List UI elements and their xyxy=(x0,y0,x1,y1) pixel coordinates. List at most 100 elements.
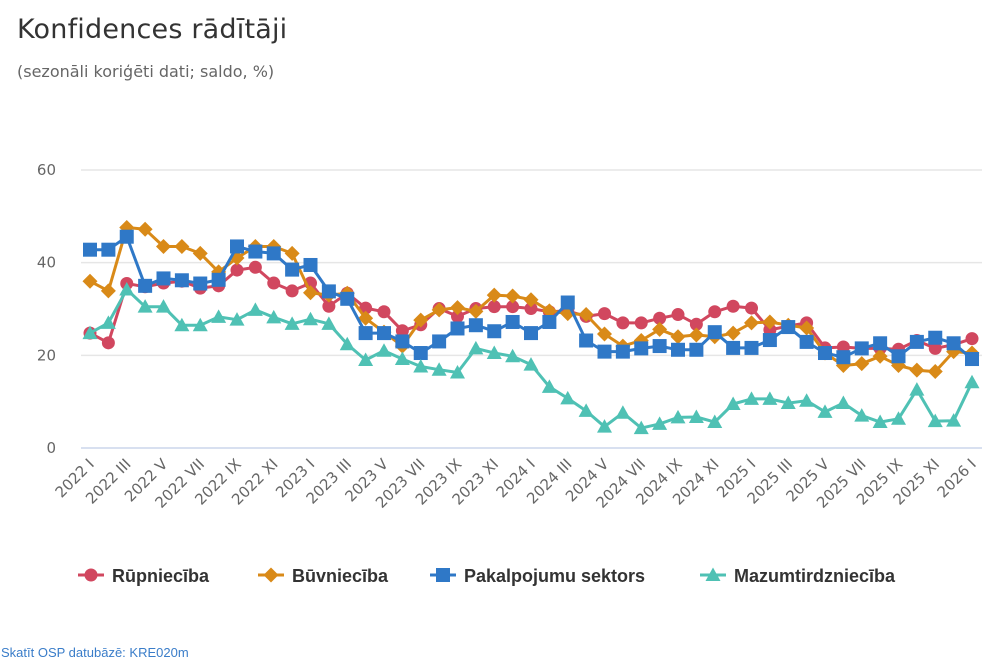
data-point[interactable] xyxy=(138,278,153,293)
data-point[interactable] xyxy=(799,393,815,407)
data-point[interactable] xyxy=(174,238,190,254)
data-point[interactable] xyxy=(817,404,833,418)
data-point[interactable] xyxy=(119,282,135,296)
data-point[interactable] xyxy=(762,314,778,330)
data-point[interactable] xyxy=(395,334,410,349)
data-point[interactable] xyxy=(633,420,649,435)
data-point[interactable] xyxy=(229,312,245,326)
data-point[interactable] xyxy=(524,302,538,316)
data-point[interactable] xyxy=(818,346,832,361)
data-point[interactable] xyxy=(285,284,299,298)
data-point[interactable] xyxy=(597,419,612,433)
data-point[interactable] xyxy=(451,309,464,323)
data-point[interactable] xyxy=(560,390,576,405)
data-point[interactable] xyxy=(762,333,777,348)
data-point[interactable] xyxy=(965,352,979,367)
data-point[interactable] xyxy=(541,379,557,393)
data-point[interactable] xyxy=(413,312,429,328)
data-point[interactable] xyxy=(726,340,741,355)
data-point[interactable] xyxy=(707,325,722,340)
data-point[interactable] xyxy=(670,409,686,424)
data-point[interactable] xyxy=(303,257,318,272)
data-point[interactable] xyxy=(523,292,539,308)
data-point[interactable] xyxy=(946,413,962,427)
data-point[interactable] xyxy=(523,357,539,371)
data-point[interactable] xyxy=(872,414,888,429)
data-point[interactable] xyxy=(247,302,263,316)
data-point[interactable] xyxy=(689,342,704,357)
data-point[interactable] xyxy=(211,309,227,323)
data-point[interactable] xyxy=(303,311,318,326)
data-point[interactable] xyxy=(909,362,925,378)
data-point[interactable] xyxy=(101,242,116,257)
data-point[interactable] xyxy=(854,341,869,356)
data-point[interactable] xyxy=(358,326,373,341)
data-point[interactable] xyxy=(505,314,520,329)
data-point[interactable] xyxy=(487,300,501,314)
data-point[interactable] xyxy=(340,291,355,306)
data-point[interactable] xyxy=(267,276,281,290)
data-point[interactable] xyxy=(377,305,391,319)
data-point[interactable] xyxy=(964,374,980,389)
data-point[interactable] xyxy=(266,309,282,324)
data-point[interactable] xyxy=(359,301,373,315)
data-point[interactable] xyxy=(506,300,520,314)
data-point[interactable] xyxy=(652,339,667,354)
data-point[interactable] xyxy=(450,364,465,379)
data-point[interactable] xyxy=(854,356,870,372)
database-link[interactable]: Skatīt OSP datubāzē: KRE020m xyxy=(1,645,189,660)
data-point[interactable] xyxy=(541,303,557,319)
data-point[interactable] xyxy=(505,348,521,363)
data-point[interactable] xyxy=(266,246,281,261)
data-point[interactable] xyxy=(615,344,630,359)
data-point[interactable] xyxy=(726,299,740,313)
data-point[interactable] xyxy=(432,334,447,349)
data-point[interactable] xyxy=(101,336,115,350)
legend-item[interactable]: Mazumtirdzniecība xyxy=(700,566,896,586)
data-point[interactable] xyxy=(192,317,208,332)
data-point[interactable] xyxy=(413,358,429,373)
data-point[interactable] xyxy=(100,283,116,299)
data-point[interactable] xyxy=(119,229,134,244)
data-point[interactable] xyxy=(652,416,668,430)
data-point[interactable] xyxy=(248,244,263,259)
data-point[interactable] xyxy=(872,348,888,364)
data-point[interactable] xyxy=(376,343,392,357)
data-point[interactable] xyxy=(725,396,741,410)
data-point[interactable] xyxy=(615,405,631,419)
data-point[interactable] xyxy=(505,288,521,304)
data-point[interactable] xyxy=(82,273,98,289)
data-point[interactable] xyxy=(284,245,300,261)
data-point[interactable] xyxy=(468,340,484,355)
data-point[interactable] xyxy=(487,324,502,339)
data-point[interactable] xyxy=(745,301,758,315)
data-point[interactable] xyxy=(322,299,336,313)
data-point[interactable] xyxy=(358,352,374,366)
data-point[interactable] xyxy=(928,341,942,355)
legend-item[interactable]: Pakalpojumu sektors xyxy=(430,566,645,586)
data-point[interactable] xyxy=(836,350,851,365)
data-point[interactable] xyxy=(285,262,300,277)
data-point[interactable] xyxy=(82,325,98,340)
data-point[interactable] xyxy=(670,329,686,345)
data-point[interactable] xyxy=(156,238,171,254)
data-point[interactable] xyxy=(174,273,189,288)
data-point[interactable] xyxy=(174,317,190,332)
data-point[interactable] xyxy=(468,318,483,333)
data-point[interactable] xyxy=(873,336,888,351)
data-point[interactable] xyxy=(339,336,355,351)
data-point[interactable] xyxy=(854,408,870,422)
data-point[interactable] xyxy=(431,302,447,318)
data-point[interactable] xyxy=(707,414,723,429)
data-point[interactable] xyxy=(394,351,410,366)
legend-item[interactable]: Būvniecība xyxy=(258,566,389,586)
data-point[interactable] xyxy=(909,334,924,349)
data-point[interactable] xyxy=(486,287,502,303)
data-point[interactable] xyxy=(835,395,851,410)
data-point[interactable] xyxy=(193,276,208,291)
data-point[interactable] xyxy=(744,340,759,355)
legend[interactable]: Rūpniecība Būvniecība Pakalpojumu sektors M… xyxy=(78,566,896,586)
data-point[interactable] xyxy=(744,391,759,405)
data-point[interactable] xyxy=(578,403,594,417)
data-point[interactable] xyxy=(100,315,116,329)
